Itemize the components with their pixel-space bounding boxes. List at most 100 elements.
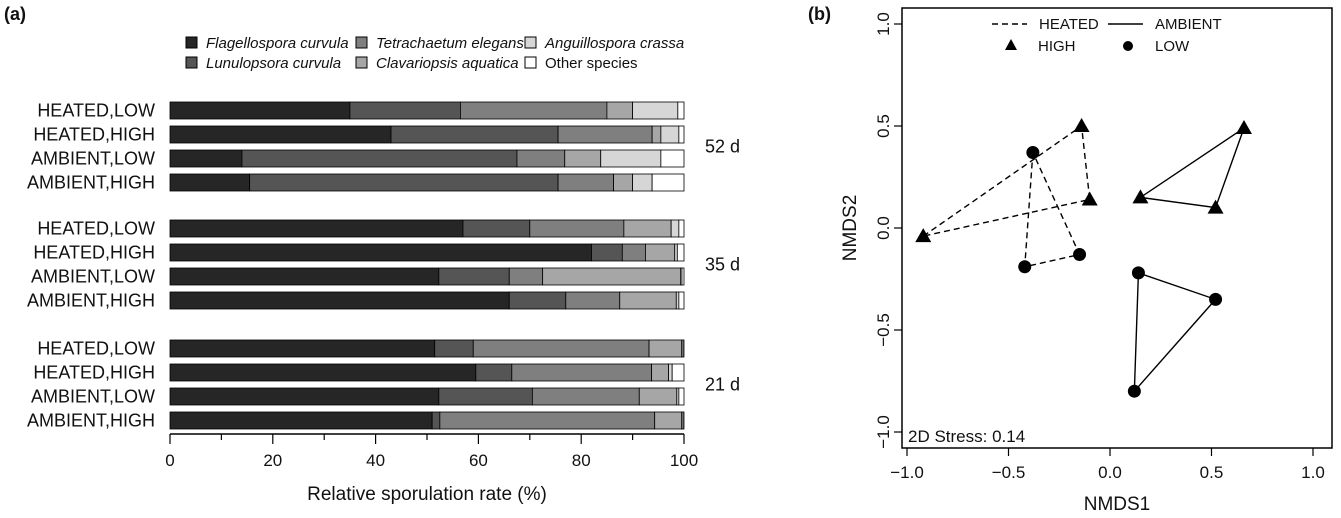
x-tick-label: 1.0 — [1301, 463, 1325, 482]
y-tick-label: 0.5 — [874, 114, 893, 138]
bar-segment — [565, 291, 621, 310]
low-point-circle — [1209, 292, 1223, 306]
bar-segment — [606, 101, 634, 120]
low-point-circle — [1127, 384, 1141, 398]
row-label: HEATED,HIGH — [33, 363, 155, 383]
nmds-plot-frame — [901, 7, 1333, 449]
bar-segment — [431, 411, 441, 430]
bar-segment — [438, 387, 533, 406]
bar-segment — [475, 363, 513, 382]
heated-low-hull — [1023, 152, 1081, 268]
nmds-legend: HEATED AMBIENT HIGH LOW — [992, 16, 1222, 55]
stacked-bar-chart: HEATED,LOW HEATED,HIGH AMBIENT,LOW AMBIENT,… — [27, 101, 740, 431]
bar-segment — [678, 291, 685, 310]
bar-segment — [654, 411, 682, 430]
bar-segment — [169, 101, 351, 120]
heated-high-hull — [922, 124, 1091, 237]
bar-segment — [169, 339, 436, 358]
bar-segment — [676, 243, 685, 262]
high-point-triangle — [1081, 191, 1098, 206]
bar-segment — [169, 267, 440, 286]
bar-segment — [249, 173, 559, 192]
bar-segment — [511, 363, 653, 382]
bar-segment — [542, 267, 681, 286]
bar-segment — [434, 339, 474, 358]
bar-segment — [169, 363, 477, 382]
low-point-circle — [1018, 260, 1032, 274]
legend-swatch — [185, 56, 198, 69]
low-point-circle — [1131, 266, 1145, 280]
row-label: HEATED,HIGH — [33, 243, 155, 263]
bar-segment — [531, 387, 640, 406]
legend-swatch — [185, 36, 198, 49]
bar-segment — [681, 267, 685, 286]
bar-segment — [651, 173, 685, 192]
x-tick-label: 40 — [366, 451, 385, 470]
bar-segment — [169, 219, 464, 238]
bar-chart-x-axis: 0 20 40 60 80 100 — [165, 433, 698, 470]
high-point-triangle — [1132, 189, 1149, 204]
x-tick-label: 0 — [165, 451, 174, 470]
bar-segment — [349, 101, 461, 120]
legend-line-label: HEATED — [1039, 16, 1099, 33]
row-label: HEATED,LOW — [37, 339, 155, 359]
low-point-circle — [1026, 146, 1040, 160]
panel-b-label: (b) — [808, 4, 831, 24]
legend-label: Clavariopsis aquatica — [376, 55, 519, 72]
bar-segment — [169, 411, 433, 430]
bar-segment — [651, 363, 669, 382]
bar-segment — [678, 387, 685, 406]
bar-segment — [623, 219, 672, 238]
y-tick-label: −1.0 — [874, 415, 893, 449]
bar-segment — [619, 291, 677, 310]
bar-segment — [645, 243, 676, 262]
x-tick-label: 100 — [670, 451, 698, 470]
bar-segment — [660, 149, 685, 168]
bar-segment — [591, 243, 623, 262]
row-label: AMBIENT,HIGH — [27, 291, 155, 311]
group-label: 35 d — [705, 255, 740, 275]
nmds-y-axis-title: NMDS2 — [840, 195, 861, 262]
bar-segment — [671, 363, 685, 382]
nmds-axes: −1.0 −0.5 0.0 0.5 1.0 −1.0 −0.5 0.0 0.5 1.0 — [874, 12, 1325, 482]
bar-segment — [508, 267, 544, 286]
bar-segment — [677, 101, 685, 120]
bar-segment — [169, 125, 392, 144]
bar-segment — [169, 243, 592, 262]
bar-segment — [557, 125, 653, 144]
x-tick-label: 80 — [572, 451, 591, 470]
bar-segment — [670, 219, 680, 238]
high-point-triangle — [915, 228, 932, 243]
legend-marker-label: HIGH — [1038, 38, 1076, 55]
legend-swatch — [355, 36, 368, 49]
y-tick-label: 1.0 — [874, 12, 893, 36]
low-point-circle — [1073, 248, 1087, 262]
high-point-triangle — [1073, 118, 1090, 132]
legend-line-label: AMBIENT — [1155, 16, 1222, 33]
bar-chart-legend: Flagellospora curvula Lunulopsora curvula… — [185, 35, 684, 72]
bar-segment — [621, 243, 646, 262]
legend-circle-marker — [1123, 41, 1133, 51]
row-label: AMBIENT,LOW — [31, 387, 155, 407]
bar-segment — [169, 291, 510, 310]
ambient-low-hull — [1133, 271, 1217, 394]
nmds-x-axis-title: NMDS1 — [1084, 494, 1151, 515]
bar-segment — [632, 173, 653, 192]
row-label: HEATED,LOW — [37, 101, 155, 121]
bar-segment — [241, 149, 518, 168]
x-tick-label: −1.0 — [890, 463, 924, 482]
legend-label: Anguillospora crassa — [544, 35, 684, 52]
bar-segment — [660, 125, 680, 144]
row-label: AMBIENT,LOW — [31, 267, 155, 287]
legend-label: Tetrachaetum elegans — [376, 35, 524, 52]
stress-annotation: 2D Stress: 0.14 — [908, 427, 1025, 446]
bar-segment — [462, 219, 531, 238]
x-tick-label: −0.5 — [992, 463, 1026, 482]
bar-segment — [564, 149, 602, 168]
legend-swatch — [355, 56, 368, 69]
bar-segment — [169, 149, 243, 168]
bar-segment — [390, 125, 559, 144]
legend-label: Flagellospora curvula — [206, 35, 349, 52]
row-label: AMBIENT,HIGH — [27, 173, 155, 193]
